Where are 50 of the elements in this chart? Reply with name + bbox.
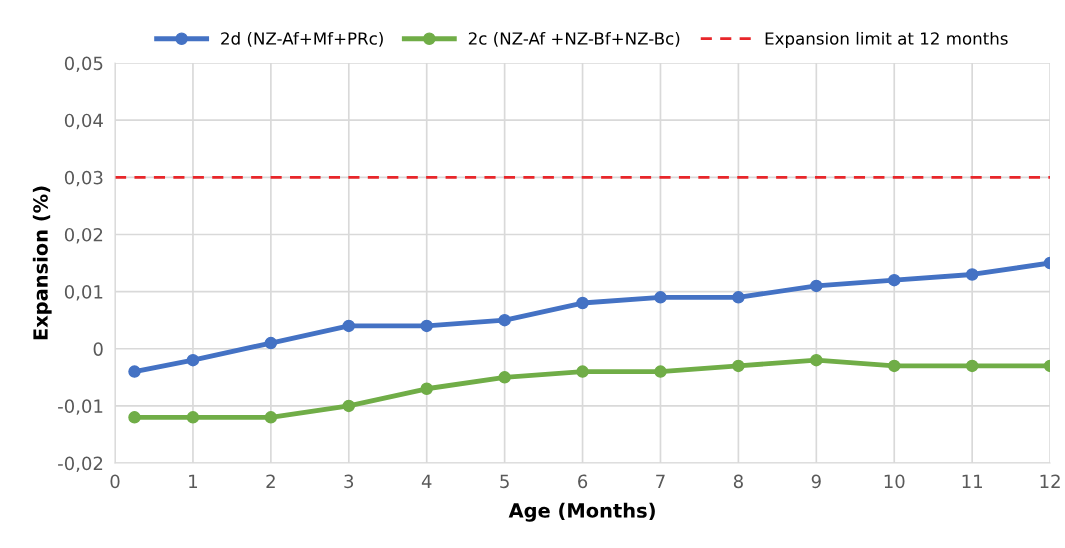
- point: [810, 279, 823, 293]
- x-tick-label: 1: [189, 474, 198, 488]
- y-tick-label: 0: [93, 342, 103, 356]
- x-axis-title: Age (Months): [508, 502, 655, 522]
- point: [342, 319, 356, 333]
- point: [420, 382, 433, 396]
- x-tick-label: 3: [344, 474, 354, 489]
- point: [498, 313, 511, 327]
- legend-label: Expansion limit at 12 months: [765, 31, 1008, 49]
- point: [186, 353, 200, 367]
- y-tick-label: -0,02: [58, 456, 103, 473]
- x-tick-label: 10: [884, 474, 905, 489]
- point: [810, 353, 823, 367]
- point: [264, 336, 278, 350]
- x-tick-label: 5: [500, 474, 509, 489]
- x-tick-label: 12: [1040, 474, 1060, 488]
- point: [887, 359, 901, 373]
- x-tick-label: 4: [421, 474, 432, 488]
- point: [654, 365, 667, 378]
- y-axis-title: Expansion (%): [32, 186, 52, 340]
- point: [732, 291, 745, 304]
- x-tick-label: 8: [733, 474, 743, 489]
- point: [186, 411, 200, 424]
- point: [498, 371, 511, 384]
- y-tick-label: 0,04: [64, 113, 103, 130]
- point: [128, 365, 141, 378]
- point: [264, 411, 278, 424]
- point: [576, 296, 589, 310]
- y-tick-label: 0,01: [64, 285, 103, 301]
- point: [654, 291, 667, 304]
- y-tick-label: 0,03: [64, 170, 103, 187]
- point: [732, 359, 745, 373]
- x-tick-label: 2: [266, 474, 275, 488]
- point: [965, 359, 979, 373]
- x-tick-label: 6: [578, 474, 588, 489]
- x-tick-label: 11: [962, 474, 982, 488]
- point: [576, 365, 589, 378]
- y-tick-label: 0,05: [64, 56, 103, 72]
- point: [128, 411, 141, 424]
- y-tick-label: 0,02: [64, 227, 103, 244]
- point: [965, 268, 979, 281]
- legend-label: 2d (NZ-Af+Mf+PRc): [221, 31, 383, 47]
- point: [342, 399, 356, 413]
- legend-label: 2c (NZ-Af +NZ-Bf+NZ-Bc): [468, 31, 680, 47]
- point: [420, 319, 433, 333]
- y-tick-label: -0,01: [58, 399, 103, 415]
- x-tick-label: 0: [110, 474, 120, 489]
- x-tick-label: 9: [811, 474, 821, 489]
- point: [887, 273, 901, 287]
- x-tick-label: 7: [656, 474, 665, 488]
